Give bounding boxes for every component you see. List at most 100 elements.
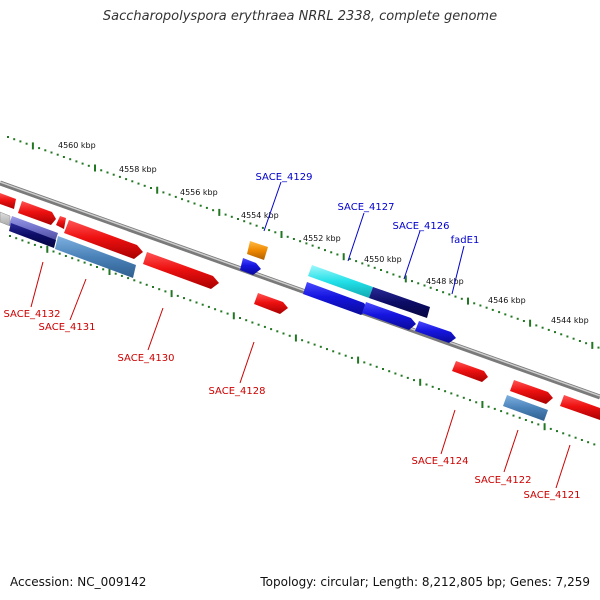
- gene-label-SACE_4129[interactable]: SACE_4129: [256, 172, 313, 183]
- minor-tick: [201, 303, 204, 306]
- major-tick: [232, 312, 235, 320]
- major-tick: [294, 334, 297, 342]
- minor-tick: [75, 160, 78, 163]
- feature-red-edge[interactable]: [0, 193, 16, 209]
- minor-tick: [158, 288, 161, 291]
- feature-red-4121[interactable]: [560, 395, 600, 420]
- minor-tick: [549, 427, 552, 430]
- page-title: Saccharopolyspora erythraea NRRL 2338, c…: [102, 9, 498, 24]
- minor-tick: [77, 259, 80, 262]
- major-tick: [357, 356, 360, 364]
- minor-tick: [531, 421, 534, 424]
- minor-tick: [112, 173, 115, 176]
- minor-tick: [524, 419, 527, 421]
- minor-tick: [317, 246, 320, 249]
- minor-tick: [270, 328, 273, 331]
- minor-tick: [100, 169, 103, 172]
- minor-tick: [512, 414, 515, 417]
- feature-blue-4127[interactable]: [303, 282, 368, 315]
- minor-tick: [394, 372, 397, 375]
- minor-tick: [25, 142, 28, 145]
- minor-tick: [324, 249, 326, 252]
- minor-tick: [375, 365, 378, 368]
- minor-tick: [442, 291, 445, 294]
- feature-orange-4129[interactable]: [247, 241, 268, 260]
- feature-navy-4132[interactable]: [9, 223, 56, 248]
- major-tick: [342, 253, 345, 261]
- gene-label-SACE_4121[interactable]: SACE_4121: [524, 490, 581, 501]
- minor-tick: [282, 332, 285, 335]
- minor-tick: [400, 374, 403, 377]
- minor-tick: [350, 356, 353, 359]
- backbone-line: [0, 180, 600, 400]
- minor-tick: [299, 240, 302, 243]
- feature-navy-4126[interactable]: [369, 287, 430, 318]
- minor-tick: [326, 348, 328, 351]
- minor-tick: [174, 195, 177, 198]
- minor-tick: [220, 310, 223, 313]
- minor-tick: [307, 341, 310, 344]
- minor-tick: [574, 436, 577, 439]
- minor-tick: [392, 273, 395, 276]
- gene-label-SACE_4130[interactable]: SACE_4130: [118, 353, 175, 364]
- feature-blue-4126[interactable]: [362, 302, 416, 330]
- major-tick: [280, 231, 283, 238]
- gene-label-fadE1[interactable]: fadE1: [451, 235, 480, 246]
- minor-tick: [305, 242, 308, 245]
- minor-tick: [81, 162, 84, 165]
- minor-tick: [535, 324, 538, 327]
- leader-SACE_4124: [440, 409, 456, 455]
- leader-SACE_4126: [403, 230, 421, 280]
- feature-red-left-1[interactable]: [18, 201, 56, 225]
- feature-violet-4132[interactable]: [9, 216, 58, 242]
- feature-grey-edge[interactable]: [0, 211, 11, 227]
- minor-tick: [52, 250, 55, 253]
- feature-red-4130[interactable]: [143, 252, 219, 289]
- feature-steel-4122[interactable]: [503, 395, 548, 421]
- leader-SACE_4127: [347, 212, 365, 262]
- feature-red-4122[interactable]: [510, 380, 553, 404]
- major-tick: [94, 164, 96, 172]
- feature-red-4128[interactable]: [254, 293, 288, 314]
- minor-tick: [214, 308, 217, 311]
- major-tick: [404, 275, 407, 283]
- feature-steel-4131[interactable]: [55, 236, 136, 278]
- gene-label-SACE_4124[interactable]: SACE_4124: [412, 456, 469, 467]
- minor-tick: [437, 388, 440, 390]
- scale-label-4550: 4550 kbp: [364, 255, 402, 264]
- scale-ticks-lower: [9, 235, 596, 446]
- gene-label-SACE_4126[interactable]: SACE_4126: [393, 221, 450, 232]
- minor-tick: [332, 350, 335, 353]
- minor-tick: [566, 335, 569, 338]
- minor-tick: [593, 443, 596, 446]
- minor-tick: [139, 281, 142, 284]
- leader-SACE_4131: [69, 278, 87, 321]
- minor-tick: [261, 226, 264, 229]
- minor-tick: [301, 339, 304, 342]
- feature-red-4131[interactable]: [64, 220, 143, 259]
- feature-blue-fadE1[interactable]: [415, 321, 456, 343]
- gene-label-SACE_4132[interactable]: SACE_4132: [4, 309, 61, 320]
- minor-tick: [257, 323, 260, 326]
- minor-tick: [168, 193, 171, 196]
- scale-label-4544: 4544 kbp: [551, 316, 589, 325]
- gene-label-SACE_4128[interactable]: SACE_4128: [209, 386, 266, 397]
- minor-tick: [361, 262, 364, 265]
- leader-SACE_4128: [239, 341, 255, 384]
- minor-tick: [137, 182, 140, 185]
- gene-label-SACE_4127[interactable]: SACE_4127: [338, 202, 395, 213]
- gene-label-SACE_4122[interactable]: SACE_4122: [475, 475, 532, 486]
- scale-label-4548: 4548 kbp: [426, 277, 464, 286]
- minor-tick: [516, 317, 519, 320]
- minor-tick: [224, 213, 227, 216]
- minor-tick: [189, 299, 192, 302]
- gene-label-SACE_4131[interactable]: SACE_4131: [39, 322, 96, 333]
- minor-tick: [450, 392, 453, 395]
- feature-cyan-4127[interactable]: [308, 265, 373, 298]
- minor-tick: [473, 302, 476, 305]
- feature-red-left-2[interactable]: [56, 216, 66, 229]
- feature-red-4124[interactable]: [452, 361, 488, 382]
- minor-tick: [9, 235, 11, 237]
- minor-tick: [518, 416, 521, 419]
- feature-blue-small[interactable]: [240, 258, 261, 275]
